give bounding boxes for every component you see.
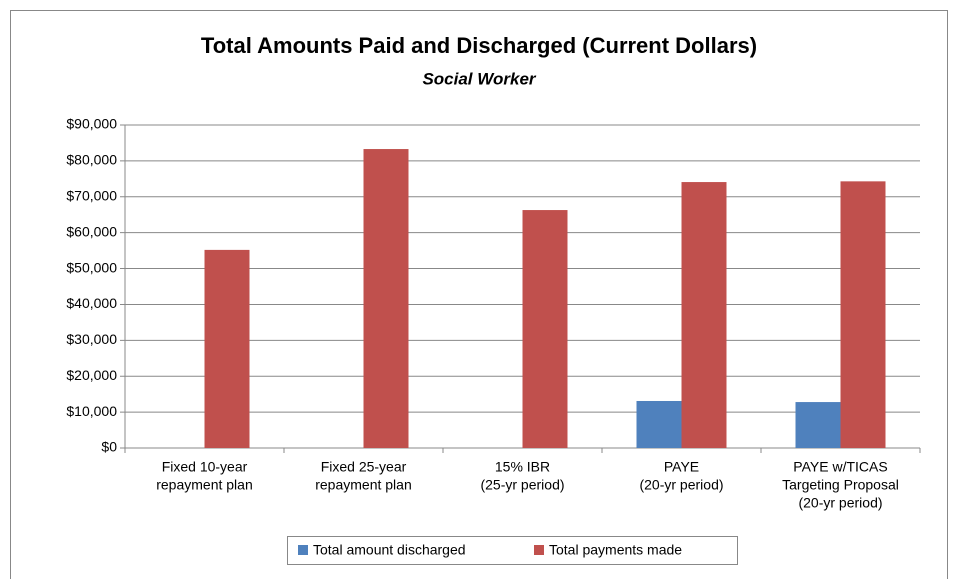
bar	[363, 149, 409, 448]
x-tick-label: 15% IBR	[495, 459, 550, 475]
x-tick-label: (20-yr period)	[798, 495, 882, 511]
bar	[795, 402, 841, 448]
chart-title: Total Amounts Paid and Discharged (Curre…	[201, 33, 757, 58]
legend-label: Total payments made	[549, 542, 682, 558]
legend-swatch	[298, 545, 308, 555]
y-tick-label: $30,000	[66, 331, 117, 347]
x-tick-label: Targeting Proposal	[782, 477, 899, 493]
bar	[522, 210, 568, 448]
y-tick-label: $20,000	[66, 367, 117, 383]
x-tick-label: Fixed 10-year	[162, 459, 248, 475]
bar	[840, 181, 886, 448]
x-tick-label: (25-yr period)	[480, 477, 564, 493]
legend-box	[287, 536, 738, 565]
legend-swatch	[534, 545, 544, 555]
x-tick-label: Fixed 25-year	[321, 459, 407, 475]
y-tick-label: $40,000	[66, 295, 117, 311]
x-tick-label: repayment plan	[315, 477, 412, 493]
bar	[636, 400, 682, 448]
bar	[204, 249, 250, 448]
chart-border	[10, 10, 948, 579]
y-tick-label: $90,000	[66, 116, 117, 132]
chart-subtitle: Social Worker	[422, 69, 536, 88]
y-tick-label: $50,000	[66, 259, 117, 275]
y-tick-label: $10,000	[66, 403, 117, 419]
y-tick-label: $70,000	[66, 187, 117, 203]
x-tick-label: (20-yr period)	[639, 477, 723, 493]
x-tick-label: PAYE	[664, 459, 699, 475]
legend-label: Total amount discharged	[313, 542, 466, 558]
y-tick-label: $80,000	[66, 152, 117, 168]
x-tick-label: PAYE w/TICAS	[793, 459, 887, 475]
x-tick-label: repayment plan	[156, 477, 253, 493]
y-tick-label: $60,000	[66, 223, 117, 239]
bar	[681, 182, 727, 448]
y-tick-label: $0	[101, 439, 117, 455]
